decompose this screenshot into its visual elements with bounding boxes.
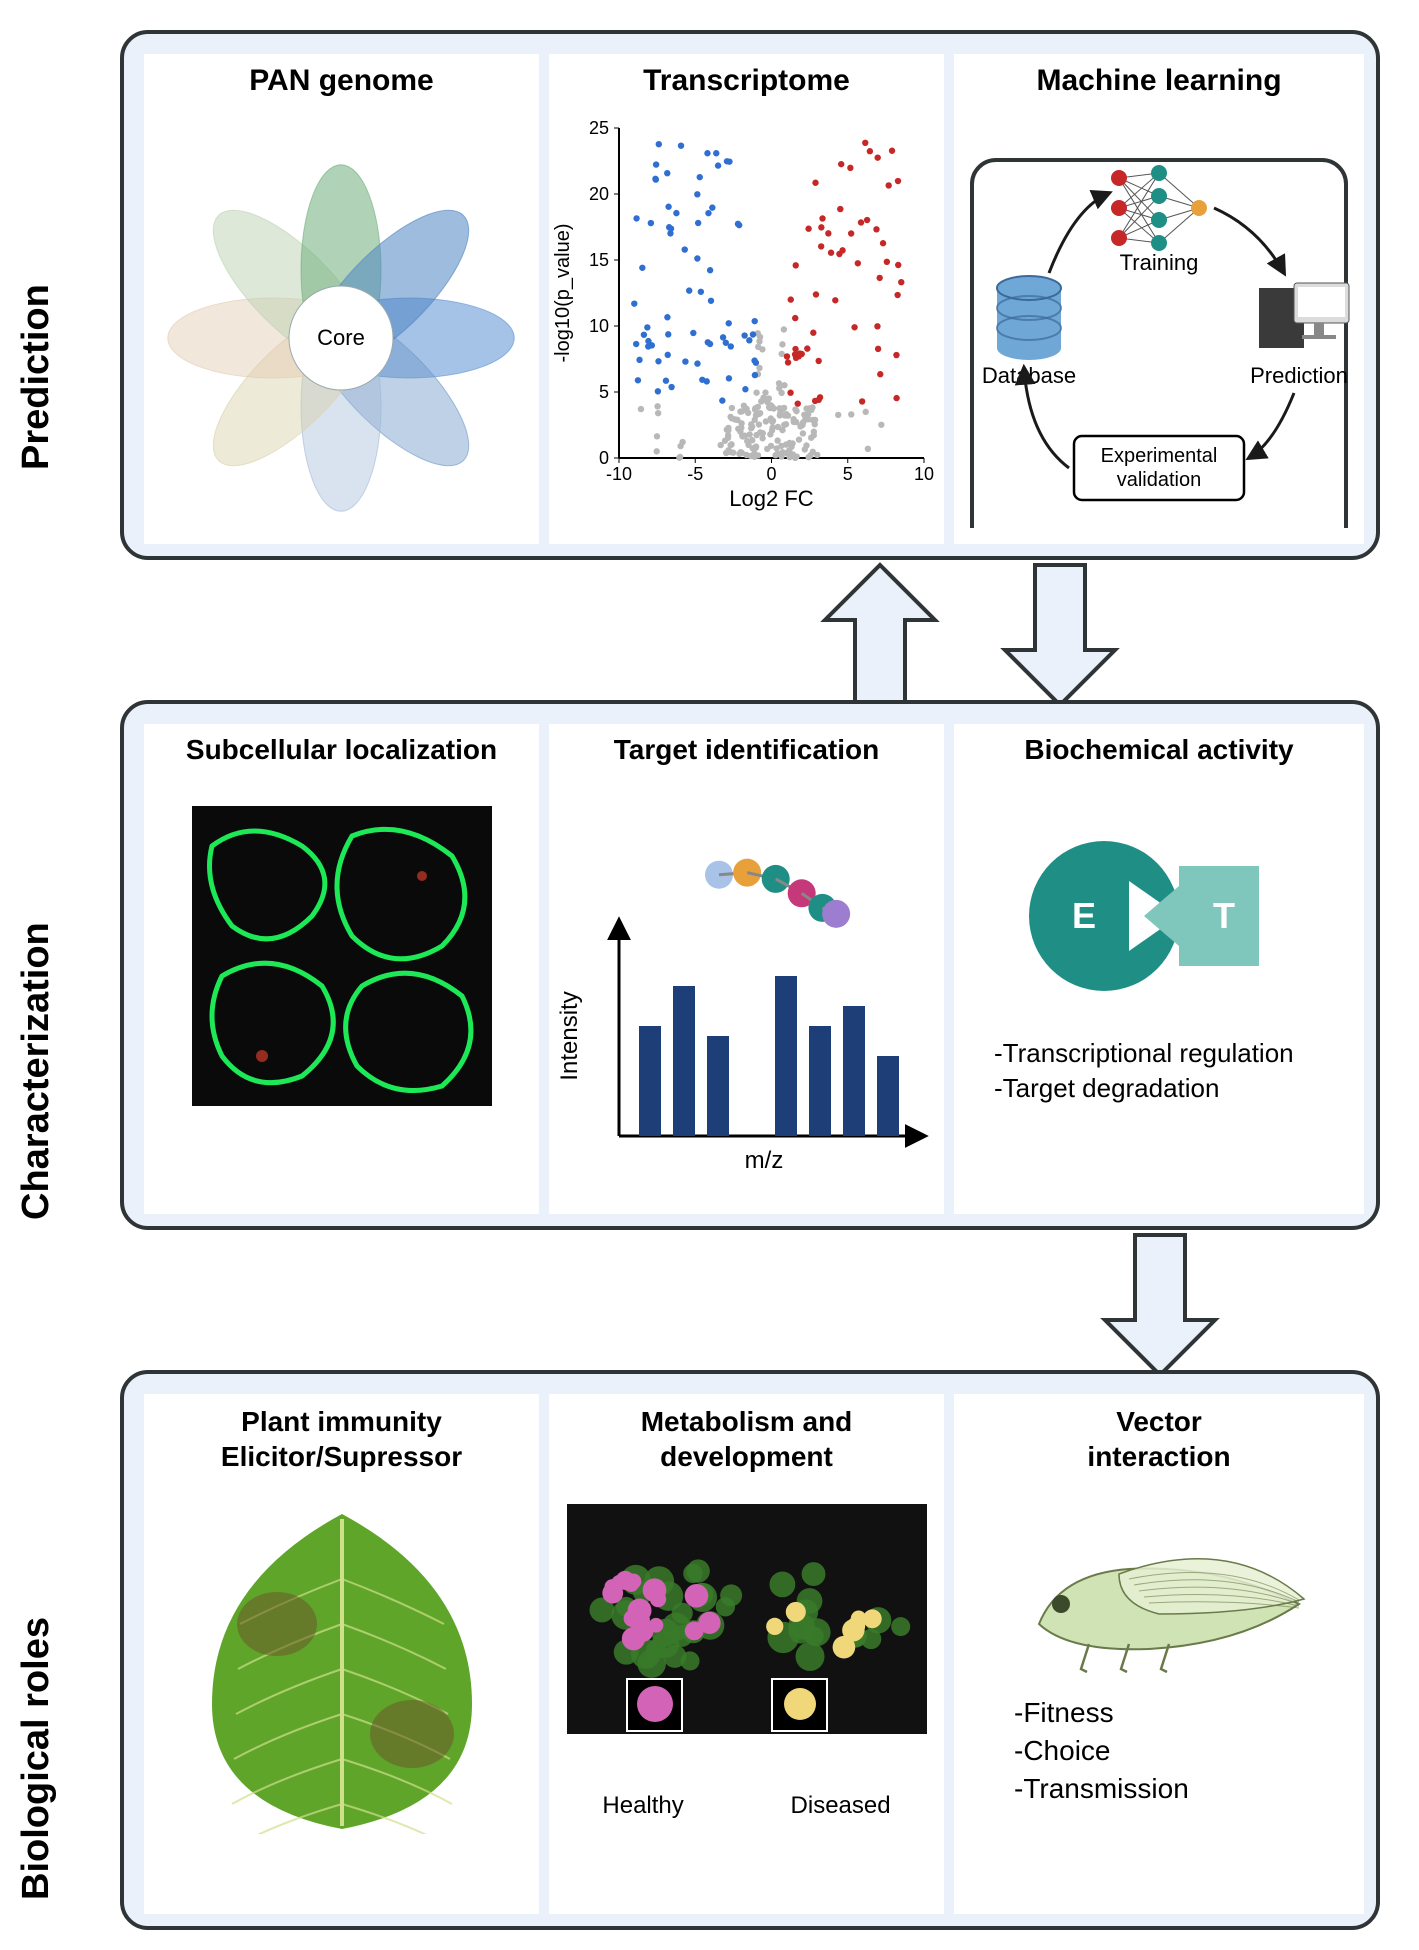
vector-list-item: -Fitness xyxy=(1014,1694,1364,1732)
svg-text:-10: -10 xyxy=(606,464,632,484)
enzyme-target-icon: ET xyxy=(1009,816,1309,1016)
plant-phenotype-icon xyxy=(567,1504,927,1784)
svg-text:Prediction: Prediction xyxy=(1250,363,1348,388)
svg-text:Training: Training xyxy=(1120,250,1199,275)
vector-list: -Fitness -Choice -Transmission xyxy=(1014,1694,1364,1807)
biochem-list-item: -Transcriptional regulation xyxy=(994,1036,1364,1071)
svg-text:5: 5 xyxy=(599,382,609,402)
label-healthy: Healthy xyxy=(602,1792,683,1820)
svg-text:15: 15 xyxy=(589,250,609,270)
page: Prediction Characterization Biological r… xyxy=(0,0,1419,1950)
card-target-id: Target identification m/z Intensity xyxy=(549,724,944,1214)
mass-spec-plot: m/z Intensity xyxy=(549,766,944,1186)
biochem-list: -Transcriptional regulation -Target degr… xyxy=(994,1036,1364,1106)
biochem-list-item: -Target degradation xyxy=(994,1071,1364,1106)
label-diseased: Diseased xyxy=(791,1792,891,1820)
card-ml: Machine learning Database Training Predict… xyxy=(954,54,1364,544)
metab-labels: Healthy Diseased xyxy=(549,1792,944,1820)
panel-characterization: Subcellular localization Target identifi… xyxy=(120,700,1380,1230)
svg-text:E: E xyxy=(1072,895,1096,936)
card-immunity: Plant immunity Elicitor/Supressor xyxy=(144,1394,539,1914)
arrow-down-icon xyxy=(1000,560,1120,710)
label-biological-roles: Biological roles xyxy=(15,1617,58,1900)
svg-text:m/z: m/z xyxy=(745,1147,784,1174)
confocal-image-icon xyxy=(192,806,492,1106)
svg-text:T: T xyxy=(1213,895,1235,936)
leaf-lesion-icon xyxy=(182,1504,502,1834)
svg-text:10: 10 xyxy=(589,316,609,336)
svg-text:0: 0 xyxy=(599,448,609,468)
title-immunity: Plant immunity Elicitor/Supressor xyxy=(144,1404,539,1474)
panel-prediction: PAN genome Core Transcriptome -10 -5 0 5 10 0… xyxy=(120,30,1380,560)
svg-text:25: 25 xyxy=(589,118,609,138)
title-target-id: Target identification xyxy=(549,734,944,766)
arrow-down-icon xyxy=(1100,1230,1220,1380)
svg-text:0: 0 xyxy=(766,464,776,484)
svg-text:5: 5 xyxy=(843,464,853,484)
title-subcellular: Subcellular localization xyxy=(144,734,539,766)
volcano-plot: -10 -5 0 5 10 0 5 10 15 20 25 Log2 FC -log10(p_value… xyxy=(549,98,944,518)
panel-bio-roles: Plant immunity Elicitor/Supressor Metabo… xyxy=(120,1370,1380,1930)
svg-text:-log10(p_value): -log10(p_value) xyxy=(552,224,574,363)
svg-text:Log2 FC: Log2 FC xyxy=(729,486,813,511)
label-prediction: Prediction xyxy=(15,284,58,470)
svg-text:validation: validation xyxy=(1117,469,1202,491)
title-transcriptome: Transcriptome xyxy=(549,64,944,98)
title-biochem: Biochemical activity xyxy=(954,734,1364,766)
card-metab: Metabolism and development Healthy Disea… xyxy=(549,1394,944,1914)
arrow-up-icon xyxy=(820,560,940,710)
card-pan-genome: PAN genome Core xyxy=(144,54,539,544)
title-pan-genome: PAN genome xyxy=(144,64,539,98)
leafhopper-icon xyxy=(999,1504,1319,1684)
svg-text:10: 10 xyxy=(914,464,934,484)
svg-text:Intensity: Intensity xyxy=(556,991,583,1080)
card-subcellular: Subcellular localization xyxy=(144,724,539,1214)
card-vector: Vector interaction -Fitness -Choice -Tra… xyxy=(954,1394,1364,1914)
svg-text:20: 20 xyxy=(589,184,609,204)
svg-text:-5: -5 xyxy=(687,464,703,484)
pan-genome-flower-icon: Core xyxy=(144,98,539,518)
vector-list-item: -Choice xyxy=(1014,1732,1364,1770)
card-biochem: Biochemical activity ET -Transcriptional… xyxy=(954,724,1364,1214)
vector-list-item: -Transmission xyxy=(1014,1770,1364,1808)
ml-cycle-diagram: Database Training Prediction Experimentalva… xyxy=(954,98,1364,528)
svg-text:Experimental: Experimental xyxy=(1101,445,1218,467)
svg-text:Database: Database xyxy=(982,363,1076,388)
svg-text:Core: Core xyxy=(317,325,365,350)
card-transcriptome: Transcriptome -10 -5 0 5 10 0 5 10 15 20 25 Log2 FC… xyxy=(549,54,944,544)
title-vector: Vector interaction xyxy=(954,1404,1364,1474)
label-characterization: Characterization xyxy=(15,922,58,1220)
title-metab: Metabolism and development xyxy=(549,1404,944,1474)
title-ml: Machine learning xyxy=(954,64,1364,98)
